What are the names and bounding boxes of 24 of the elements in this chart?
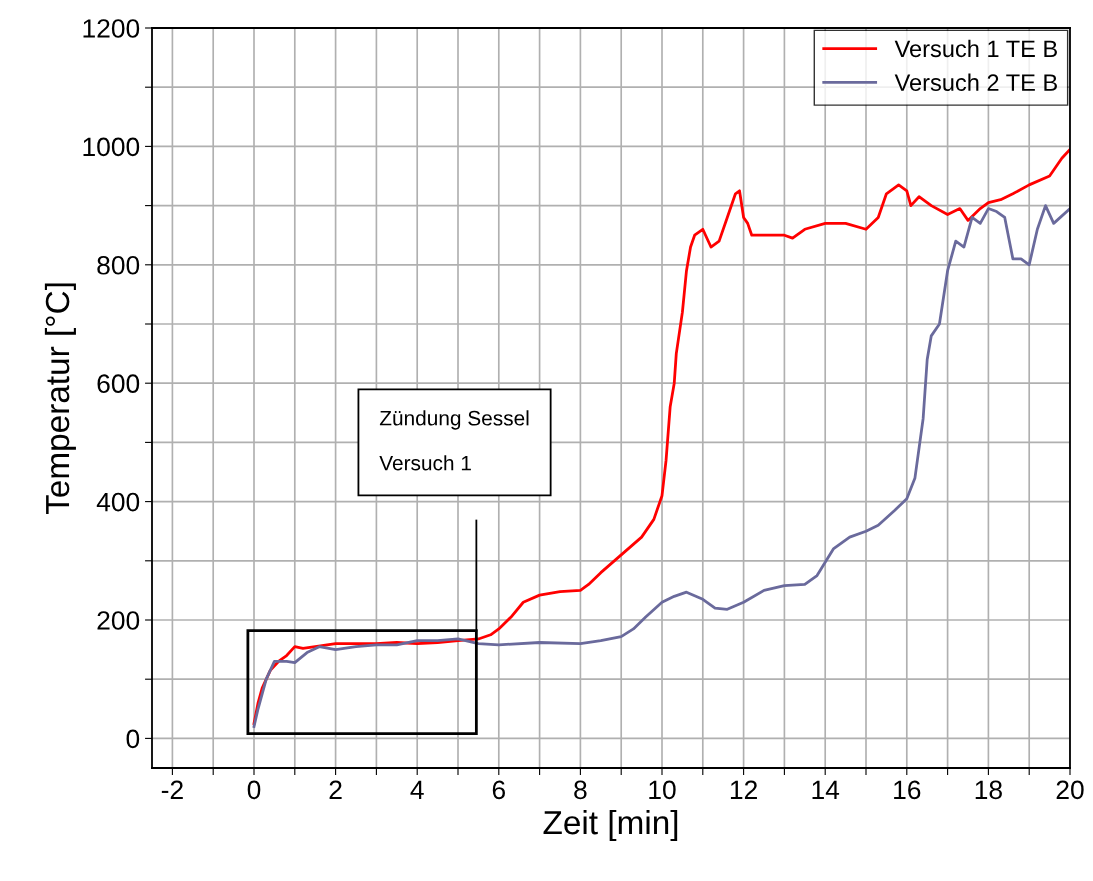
y-tick-label: 400 [96, 492, 140, 512]
y-axis-title: Temperatur [°C] [44, 283, 76, 515]
x-tick-label: 14 [812, 780, 840, 799]
x-tick-label: -2 [161, 780, 183, 799]
y-tick-label: 0 [126, 729, 140, 749]
text: Zündung Sessel Versuch 1 [379, 410, 529, 471]
x-tick-label: 10 [649, 780, 676, 800]
x-tick-label: 6 [492, 780, 505, 800]
y-tick-label: 800 [97, 255, 140, 275]
x-tick-label: 2 [329, 780, 342, 799]
x-axis-title: Zeit [min] [543, 809, 678, 842]
legend-label: Versuch 2 TE B [894, 73, 1057, 91]
x-tick-label: 0 [247, 780, 261, 800]
x-tick-label: 18 [975, 780, 1002, 800]
y-tick-label: 200 [97, 611, 140, 630]
y-tick-label: 1200 [83, 19, 140, 38]
x-tick-label: 16 [894, 780, 921, 800]
y-tick-label: 1000 [83, 137, 140, 157]
legend-label: Versuch 1 TE B [894, 39, 1057, 58]
x-tick-label: 20 [1056, 780, 1084, 800]
x-tick-label: 4 [410, 780, 424, 799]
x-tick-label: 12 [730, 780, 757, 799]
x-tick-label: 8 [574, 780, 587, 800]
y-tick-label: 600 [97, 374, 140, 394]
